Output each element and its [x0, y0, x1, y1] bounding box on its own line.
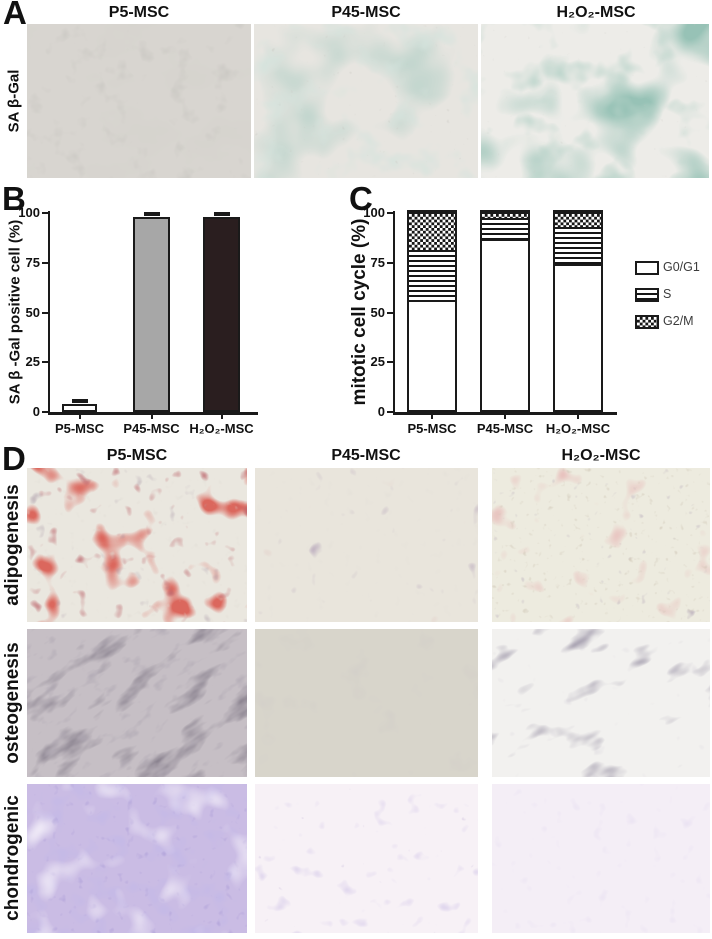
x-tick [504, 415, 506, 419]
panel-d-column-title-h2o2: H₂O₂-MSC [561, 447, 641, 464]
legend-label-G2/M: G2/M [663, 314, 694, 328]
micrograph-sa-bgal-h2o2 [481, 24, 709, 178]
panel-a-row-label: SA β-Gal [5, 69, 23, 133]
stacked-bar-P45-MSC [480, 210, 530, 412]
panel-a-column-title-p45: P45-MSC [331, 4, 401, 21]
x-category-label: P5-MSC [54, 421, 105, 436]
panel-d-column-title-p5: P5-MSC [106, 447, 168, 464]
stacked-bar-P5-MSC [407, 210, 457, 412]
y-tick-label: 25 [370, 354, 385, 370]
bar-P5-MSC [62, 404, 97, 412]
panel-a-label: A [3, 0, 27, 31]
y-tick-label: 100 [363, 205, 385, 220]
panel-d-column-title-p45: P45-MSC [331, 447, 401, 464]
y-tick-label: 25 [25, 354, 40, 370]
y-tick [42, 361, 48, 364]
panel-a-column-title-p5: P5-MSC [108, 4, 170, 21]
y-tick [42, 311, 48, 314]
y-tick-label: 0 [32, 404, 40, 419]
y-axis-line [393, 211, 395, 415]
legend-label-S: S [663, 287, 672, 301]
micrograph-osteogenesis-h2o2 [492, 629, 710, 777]
x-category-label: H₂O₂-MSC [189, 421, 254, 436]
y-tick [42, 411, 48, 413]
micrograph-osteogenesis-p5 [27, 629, 247, 777]
micrograph-chondrogenic-p5 [27, 784, 247, 933]
x-tick [220, 415, 223, 419]
x-category-label: P45-MSC [476, 421, 534, 436]
legend-label-G0/G1: G0/G1 [663, 260, 700, 274]
x-category-label: P5-MSC [407, 421, 457, 436]
panel-d-row-label-adipogenesis: adipogenesis [2, 484, 23, 606]
y-tick [387, 311, 393, 314]
error-bar-P5-MSC [71, 399, 88, 404]
micrograph-adipogenesis-p5 [27, 468, 247, 622]
segment-S-H₂O₂-MSC [555, 227, 601, 264]
legend-item-S: S [635, 287, 711, 303]
y-tick [42, 261, 48, 264]
x-category-label: P45-MSC [123, 421, 180, 436]
panel-d-label: D [2, 440, 26, 477]
legend-item-G2/M: G2/M [635, 314, 711, 330]
legend-item-G0/G1: G0/G1 [635, 260, 711, 276]
segment-G2/M-P45-MSC [482, 214, 528, 218]
segment-G0/G1-H₂O₂-MSC [555, 264, 601, 410]
panel-c-label: C [349, 180, 373, 217]
cell-cycle-stacked-chart: mitotic cell cycle (%) 0 25 50 75 100 P5-MSC P… [340, 184, 712, 440]
x-category-label: H₂O₂-MSC [545, 421, 611, 436]
panel-d-row-label-chondrogenic: chondrogenic [2, 795, 23, 921]
legend-swatch-G2/M [635, 315, 659, 329]
panel-b-label: B [2, 180, 26, 217]
micrograph-chondrogenic-p45 [255, 784, 478, 933]
y-tick-label: 50 [370, 304, 385, 320]
micrograph-osteogenesis-p45 [255, 629, 478, 777]
segment-G0/G1-P5-MSC [409, 300, 455, 410]
legend-swatch-S [635, 288, 659, 302]
legend: G0/G1 S G2/M [635, 260, 711, 344]
x-tick [78, 415, 81, 419]
segment-G2/M-H₂O₂-MSC [555, 214, 601, 228]
x-axis-line [48, 412, 258, 415]
y-tick [387, 361, 393, 364]
y-tick-label: 75 [25, 254, 40, 270]
y-tick-label: 50 [25, 304, 40, 320]
error-bar-H₂O₂-MSC [213, 211, 230, 216]
panel-a-column-title-h2o2: H₂O₂-MSC [556, 4, 636, 21]
micrograph-sa-bgal-p45 [254, 24, 478, 178]
stacked-bar-H₂O₂-MSC [553, 210, 603, 412]
y-tick-label: 0 [377, 404, 385, 419]
micrograph-adipogenesis-p45 [255, 468, 478, 622]
y-tick [387, 212, 393, 214]
error-bar-P45-MSC [143, 211, 160, 216]
y-axis-line [48, 211, 50, 415]
x-tick [150, 415, 153, 419]
micrograph-sa-bgal-p5 [27, 24, 251, 178]
x-tick [577, 415, 579, 419]
segment-S-P45-MSC [482, 217, 528, 240]
y-tick-label: 75 [370, 254, 385, 270]
sa-bgal-bar-chart: SA β -Gal positive cell (%) 0 25 50 75 100 P5… [0, 184, 340, 440]
bar-H₂O₂-MSC [203, 216, 240, 412]
segment-S-P5-MSC [409, 250, 455, 301]
x-tick [431, 415, 433, 419]
panel-d-row-label-osteogenesis: osteogenesis [2, 642, 23, 764]
x-axis-line [393, 412, 617, 415]
y-tick-label: 100 [18, 205, 40, 220]
segment-G0/G1-P45-MSC [482, 239, 528, 410]
y-tick [42, 212, 48, 214]
legend-swatch-G0/G1 [635, 261, 659, 275]
segment-G2/M-P5-MSC [409, 214, 455, 251]
micrograph-chondrogenic-h2o2 [492, 784, 710, 933]
bar-P45-MSC [133, 216, 170, 412]
y-tick [387, 411, 393, 413]
micrograph-adipogenesis-h2o2 [492, 468, 710, 622]
y-tick [387, 261, 393, 264]
